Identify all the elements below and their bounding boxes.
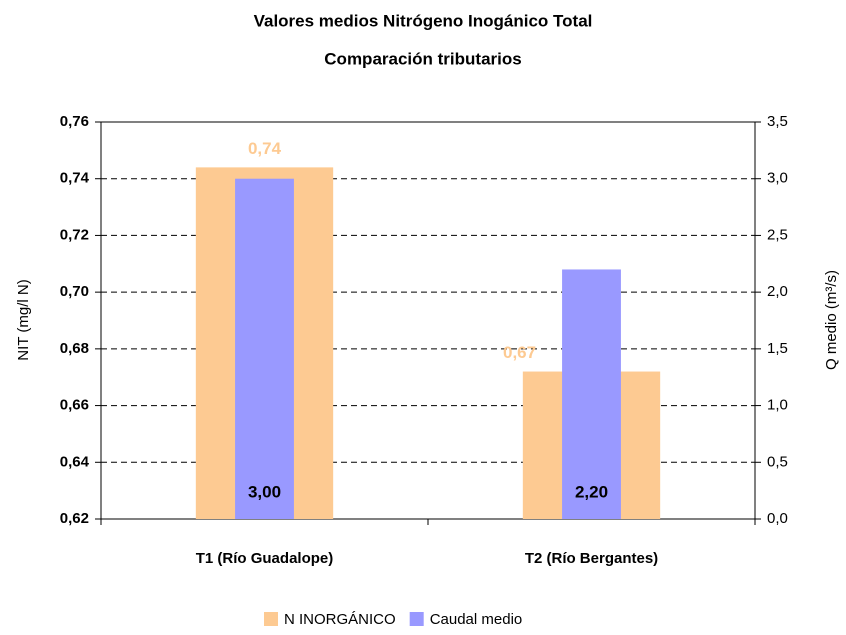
y2-tick-label: 2,5 [767, 226, 788, 243]
y-tick-label: 0,76 [60, 113, 89, 130]
legend-label: Caudal medio [430, 611, 523, 628]
y-tick-label: 0,64 [60, 453, 90, 470]
y2-tick-label: 0,5 [767, 453, 788, 470]
y2-tick-label: 2,0 [767, 283, 788, 300]
x-tick-label: T1 (Río Guadalope) [196, 550, 334, 567]
y-tick-label: 0,70 [60, 283, 89, 300]
data-label: 0,74 [248, 139, 282, 158]
y-tick-label: 0,72 [60, 226, 89, 243]
y2-tick-label: 1,5 [767, 340, 788, 357]
y-tick-label: 0,66 [60, 397, 89, 414]
y2-tick-label: 0,0 [767, 510, 788, 527]
legend-swatch [264, 612, 278, 626]
legend-swatch [409, 612, 424, 626]
y2-tick-label: 3,5 [767, 113, 788, 130]
bar [235, 178, 294, 519]
y-tick-label: 0,68 [60, 340, 89, 357]
chart-subtitle: Comparación tributarios [324, 49, 521, 68]
data-label: 2,20 [575, 482, 608, 501]
x-tick-label: T2 (Río Bergantes) [525, 550, 658, 567]
bar [562, 269, 621, 519]
y2-axis-label: Q medio (m³/s) [823, 270, 840, 370]
y-tick-label: 0,62 [60, 510, 89, 527]
data-label: 3,00 [248, 482, 281, 501]
chart-title: Valores medios Nitrógeno Inogánico Total [254, 11, 593, 30]
y-axis-label: NIT (mg/l N) [15, 279, 32, 360]
y2-tick-label: 3,0 [767, 170, 788, 187]
data-label: 0,67 [503, 343, 536, 362]
legend-label: N INORGÁNICO [284, 611, 396, 628]
y-tick-label: 0,74 [60, 170, 90, 187]
y2-tick-label: 1,0 [767, 397, 788, 414]
